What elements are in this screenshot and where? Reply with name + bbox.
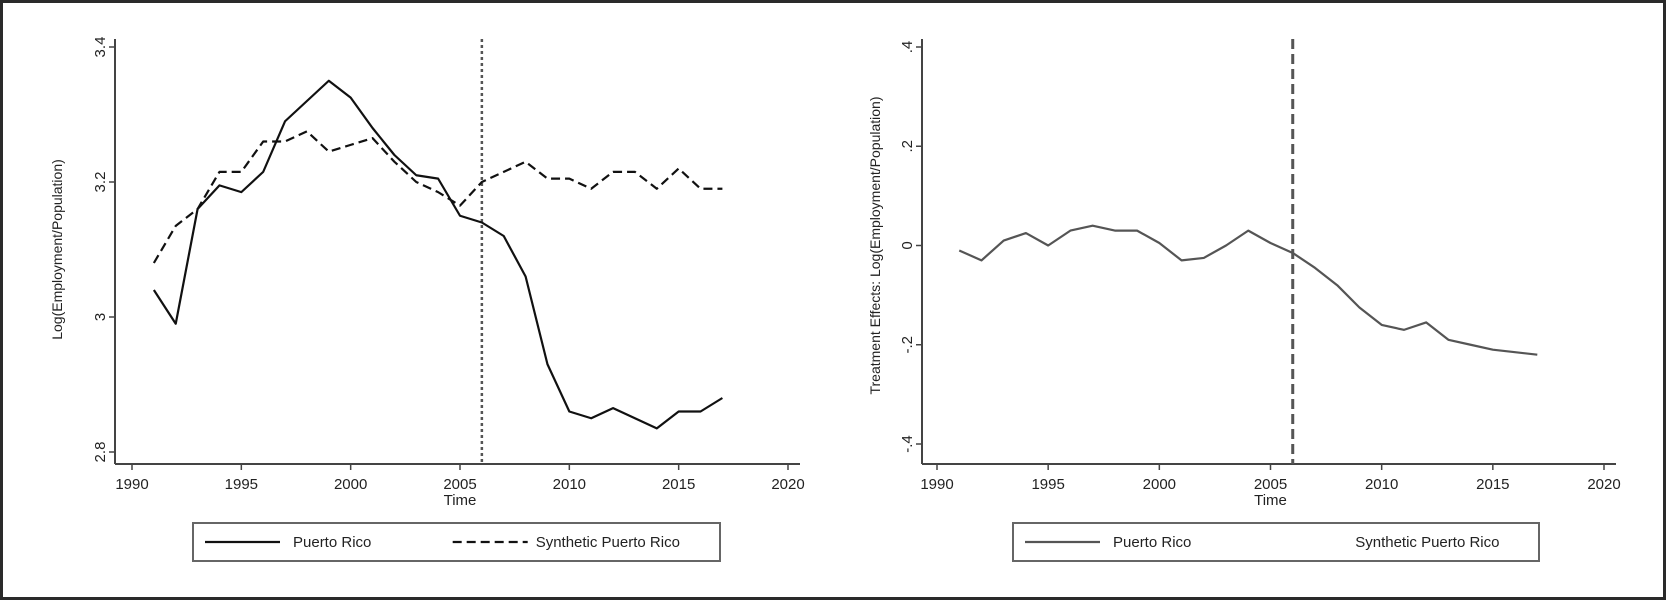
x-tick-label: 2015 [1476, 476, 1509, 493]
x-tick-label: 2000 [334, 476, 367, 493]
chart-1: 1990 1995 2000 2005 2010 2015 2020 2.8 3 3.2 3.4 Ti… [49, 37, 805, 562]
y-tick-label: .4 [899, 41, 916, 54]
y-tick-label: 3 [92, 313, 109, 321]
y-axis-title: Treatment Effects: Log(Employment/Popula… [867, 96, 883, 394]
x-tick-label: 2020 [771, 476, 804, 493]
y-tick-label: .2 [899, 140, 916, 153]
y-tick-label: -.2 [899, 336, 916, 354]
legend-label: Puerto Rico [1113, 534, 1191, 551]
legend-box [1012, 522, 1540, 562]
x-tick-label: 1995 [1031, 476, 1064, 493]
y-tick-label: 3.2 [92, 172, 109, 193]
x-tick-label: 2010 [1365, 476, 1398, 493]
y-axis-title: Log(Employment/Population) [49, 159, 65, 340]
series-line-synthetic-puerto-rico [152, 130, 723, 264]
x-axis-title: Time [444, 492, 477, 509]
legend: Puerto Rico Synthetic Puerto Rico [192, 522, 721, 562]
x-tick-label: 2005 [443, 476, 476, 493]
x-axis-title: Time [1254, 492, 1287, 509]
series-line-puerto-rico [958, 224, 1538, 356]
x-tick-label: 2005 [1254, 476, 1287, 493]
x-tick-label: 2000 [1143, 476, 1176, 493]
x-tick-label: 1990 [115, 476, 148, 493]
y-tick-label: -.4 [899, 435, 916, 453]
legend-label: Synthetic Puerto Rico [536, 534, 680, 551]
x-tick-label: 2020 [1587, 476, 1620, 493]
x-tick-label: 1990 [920, 476, 953, 493]
series-line-puerto-rico [152, 79, 723, 430]
y-tick-label: 2.8 [92, 442, 109, 463]
x-tick-label: 2015 [662, 476, 695, 493]
x-tick-label: 2010 [553, 476, 586, 493]
legend-label: Synthetic Puerto Rico [1355, 534, 1499, 551]
x-tick-label: 1995 [225, 476, 258, 493]
legend: Puerto Rico Synthetic Puerto Rico [1012, 522, 1540, 562]
y-tick-label: 0 [899, 241, 916, 249]
chart-2: 1990 1995 2000 2005 2010 2015 2020 -.4 -.2 0 .2 .4 T… [867, 39, 1621, 562]
legend-label: Puerto Rico [293, 534, 371, 551]
y-tick-label: 3.4 [92, 37, 109, 58]
